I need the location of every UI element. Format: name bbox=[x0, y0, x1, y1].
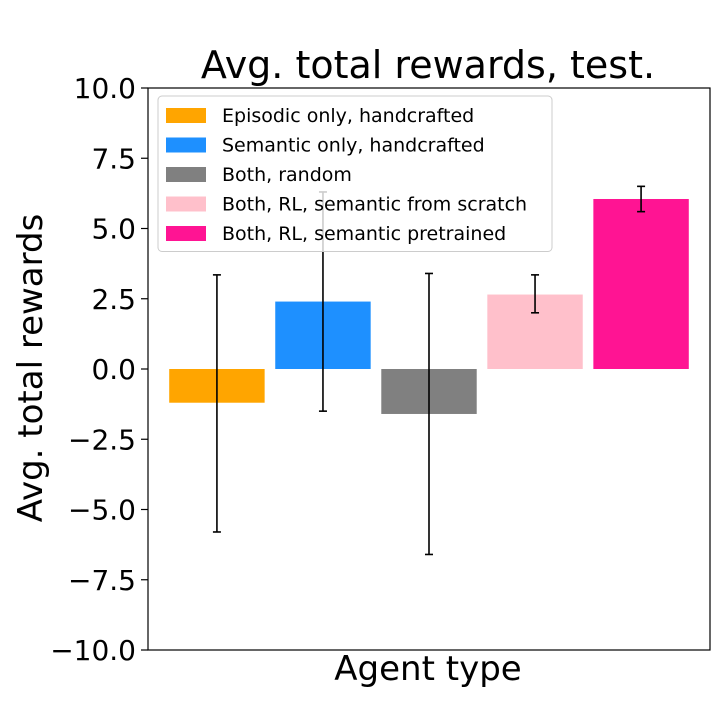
y-ticks-group: 10.0 7.5 5.0 2.5 0.0 −2.5 −5.0 −7.5 −10.0 bbox=[50, 72, 148, 667]
y-tick-label: −2.5 bbox=[68, 423, 136, 456]
y-tick-label: −7.5 bbox=[68, 564, 136, 597]
y-tick-label: 7.5 bbox=[91, 142, 136, 175]
y-tick-label: 0.0 bbox=[91, 353, 136, 386]
y-tick-label: 10.0 bbox=[74, 72, 136, 105]
legend-label-2: Semantic only, handcrafted bbox=[222, 135, 485, 157]
bar-5 bbox=[593, 198, 689, 369]
legend-label-1: Episodic only, handcrafted bbox=[222, 105, 474, 127]
legend-label-4: Both, RL, semantic from scratch bbox=[222, 194, 527, 216]
legend-swatch-3 bbox=[166, 167, 206, 182]
y-tick-label: 5.0 bbox=[91, 213, 136, 246]
legend-label-3: Both, random bbox=[222, 164, 352, 186]
chart-title: Avg. total rewards, test. bbox=[201, 43, 655, 87]
y-axis-label: Avg. total rewards bbox=[11, 214, 51, 523]
legend-label-5: Both, RL, semantic pretrained bbox=[222, 223, 506, 245]
plot-frame bbox=[147, 87, 711, 651]
y-tick-label: 2.5 bbox=[91, 283, 136, 316]
y-tick-label: −5.0 bbox=[68, 494, 136, 527]
x-axis-label: Agent type bbox=[334, 649, 521, 689]
legend-box bbox=[157, 95, 553, 252]
y-tick-label: −10.0 bbox=[50, 634, 136, 667]
legend-swatch-4 bbox=[166, 196, 206, 212]
legend: Episodic only, handcrafted Semantic only,… bbox=[157, 95, 553, 252]
legend-swatch-2 bbox=[166, 137, 206, 153]
legend-swatch-1 bbox=[166, 108, 206, 123]
legend-swatch-5 bbox=[166, 226, 206, 241]
